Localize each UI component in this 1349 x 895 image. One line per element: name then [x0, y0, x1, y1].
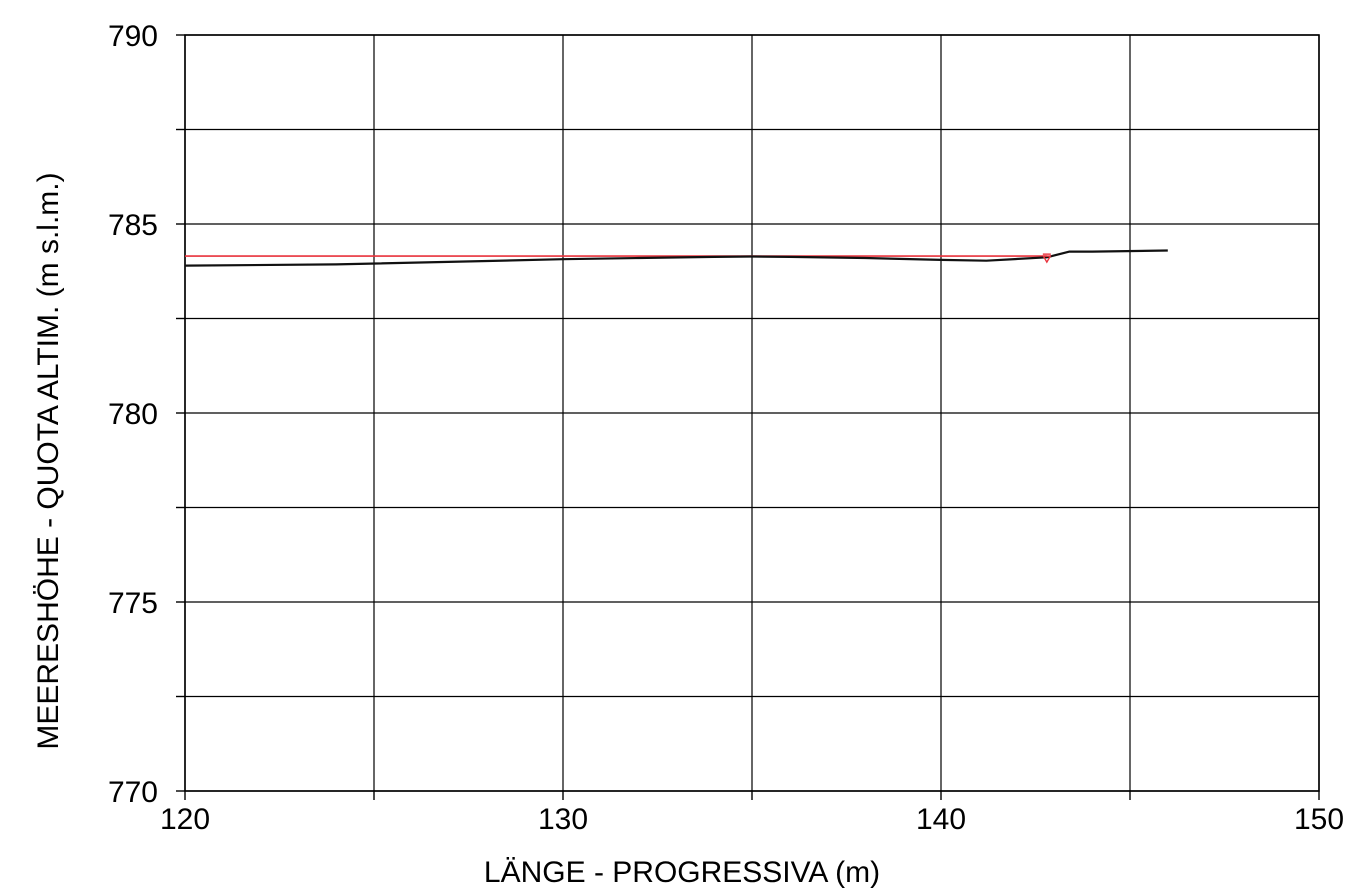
marker-layer: [1042, 253, 1052, 264]
water-level-marker: [1042, 255, 1052, 264]
series-layer: [184, 249, 1168, 267]
x-tick-label: 150: [1294, 803, 1344, 836]
grid-lines: [184, 34, 1320, 792]
y-tick-label: 785: [108, 209, 158, 242]
x-axis-title: LÄNGE - PROGRESSIVA (m): [484, 856, 880, 889]
y-axis-title: MEERESHÖHE - QUOTA ALTIM. (m s.l.m.): [32, 172, 65, 749]
axis-ticks: [176, 34, 1320, 800]
x-tick-label: 130: [538, 803, 588, 836]
series-line-2: [184, 249, 1168, 267]
y-tick-label: 770: [108, 776, 158, 809]
y-tick-label: 775: [108, 587, 158, 620]
x-tick-label: 120: [160, 803, 210, 836]
tick-labels: 120 130 140 150 770 775 780 785 790: [108, 20, 1344, 836]
y-tick-label: 780: [108, 398, 158, 431]
y-tick-label: 790: [108, 20, 158, 53]
x-tick-label: 140: [916, 803, 966, 836]
